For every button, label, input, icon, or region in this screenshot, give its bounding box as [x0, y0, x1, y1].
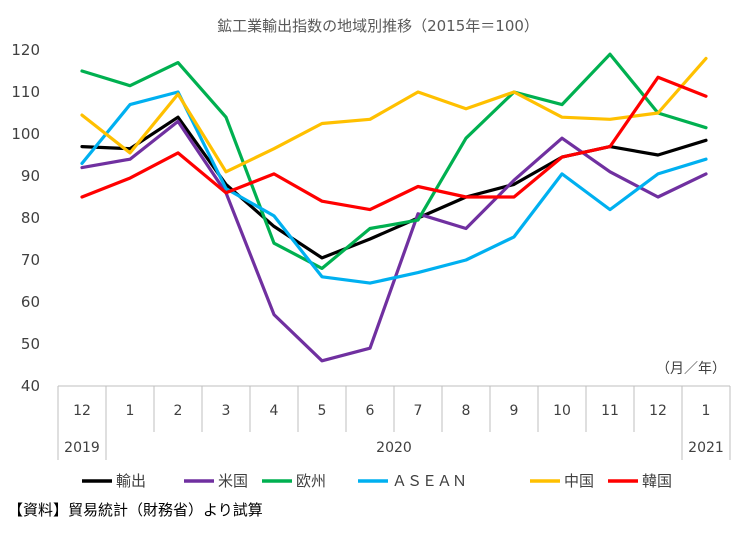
y-tick-label: 100 — [11, 125, 40, 143]
y-tick-label: 70 — [21, 251, 40, 269]
series-line — [80, 75, 708, 212]
x-year-label: 2020 — [376, 440, 412, 456]
legend: 輸出 米国 欧州 ＡＳＥＡＮ 中国 韓国 — [82, 472, 672, 490]
y-tick-label: 80 — [21, 209, 40, 227]
source-note: 【資料】貿易統計（財務省）より試算 — [8, 501, 263, 519]
x-tick-label: 5 — [318, 403, 327, 419]
x-tick-label: 2 — [174, 403, 183, 419]
x-tick-label: 9 — [510, 403, 519, 419]
series-lines — [80, 52, 708, 363]
x-axis-unit-label: （月／年） — [656, 361, 726, 377]
legend-label: 欧州 — [296, 472, 326, 490]
x-tick-label: 6 — [366, 403, 375, 419]
legend-label: 韓国 — [642, 472, 672, 490]
legend-label: 中国 — [564, 472, 594, 490]
series-line — [80, 115, 708, 260]
x-tick-label: 7 — [414, 403, 423, 419]
y-tick-label: 40 — [21, 377, 40, 395]
y-tick-label: 60 — [21, 293, 40, 311]
legend-label: 輸出 — [116, 472, 146, 490]
x-tick-label: 10 — [553, 403, 571, 419]
x-tick-label: 12 — [649, 403, 667, 419]
series-line — [80, 119, 708, 363]
x-tick-label: 3 — [222, 403, 231, 419]
series-line — [80, 56, 708, 174]
x-year-label: 2019 — [64, 440, 100, 456]
x-tick-label: 1 — [702, 403, 711, 419]
y-tick-label: 50 — [21, 335, 40, 353]
y-tick-label: 90 — [21, 167, 40, 185]
x-tick-label: 11 — [601, 403, 619, 419]
series-line — [80, 52, 708, 270]
y-tick-label: 120 — [11, 41, 40, 59]
x-tick-label: 8 — [462, 403, 471, 419]
legend-label: 米国 — [218, 472, 248, 490]
chart-title: 鉱工業輸出指数の地域別推移（2015年＝100） — [217, 17, 539, 35]
x-tick-label: 4 — [270, 403, 279, 419]
x-tick-label: 12 — [73, 403, 91, 419]
x-year-label: 2021 — [688, 440, 724, 456]
y-tick-label: 110 — [11, 83, 40, 101]
x-tick-label: 1 — [126, 403, 135, 419]
legend-label: ＡＳＥＡＮ — [392, 472, 467, 490]
